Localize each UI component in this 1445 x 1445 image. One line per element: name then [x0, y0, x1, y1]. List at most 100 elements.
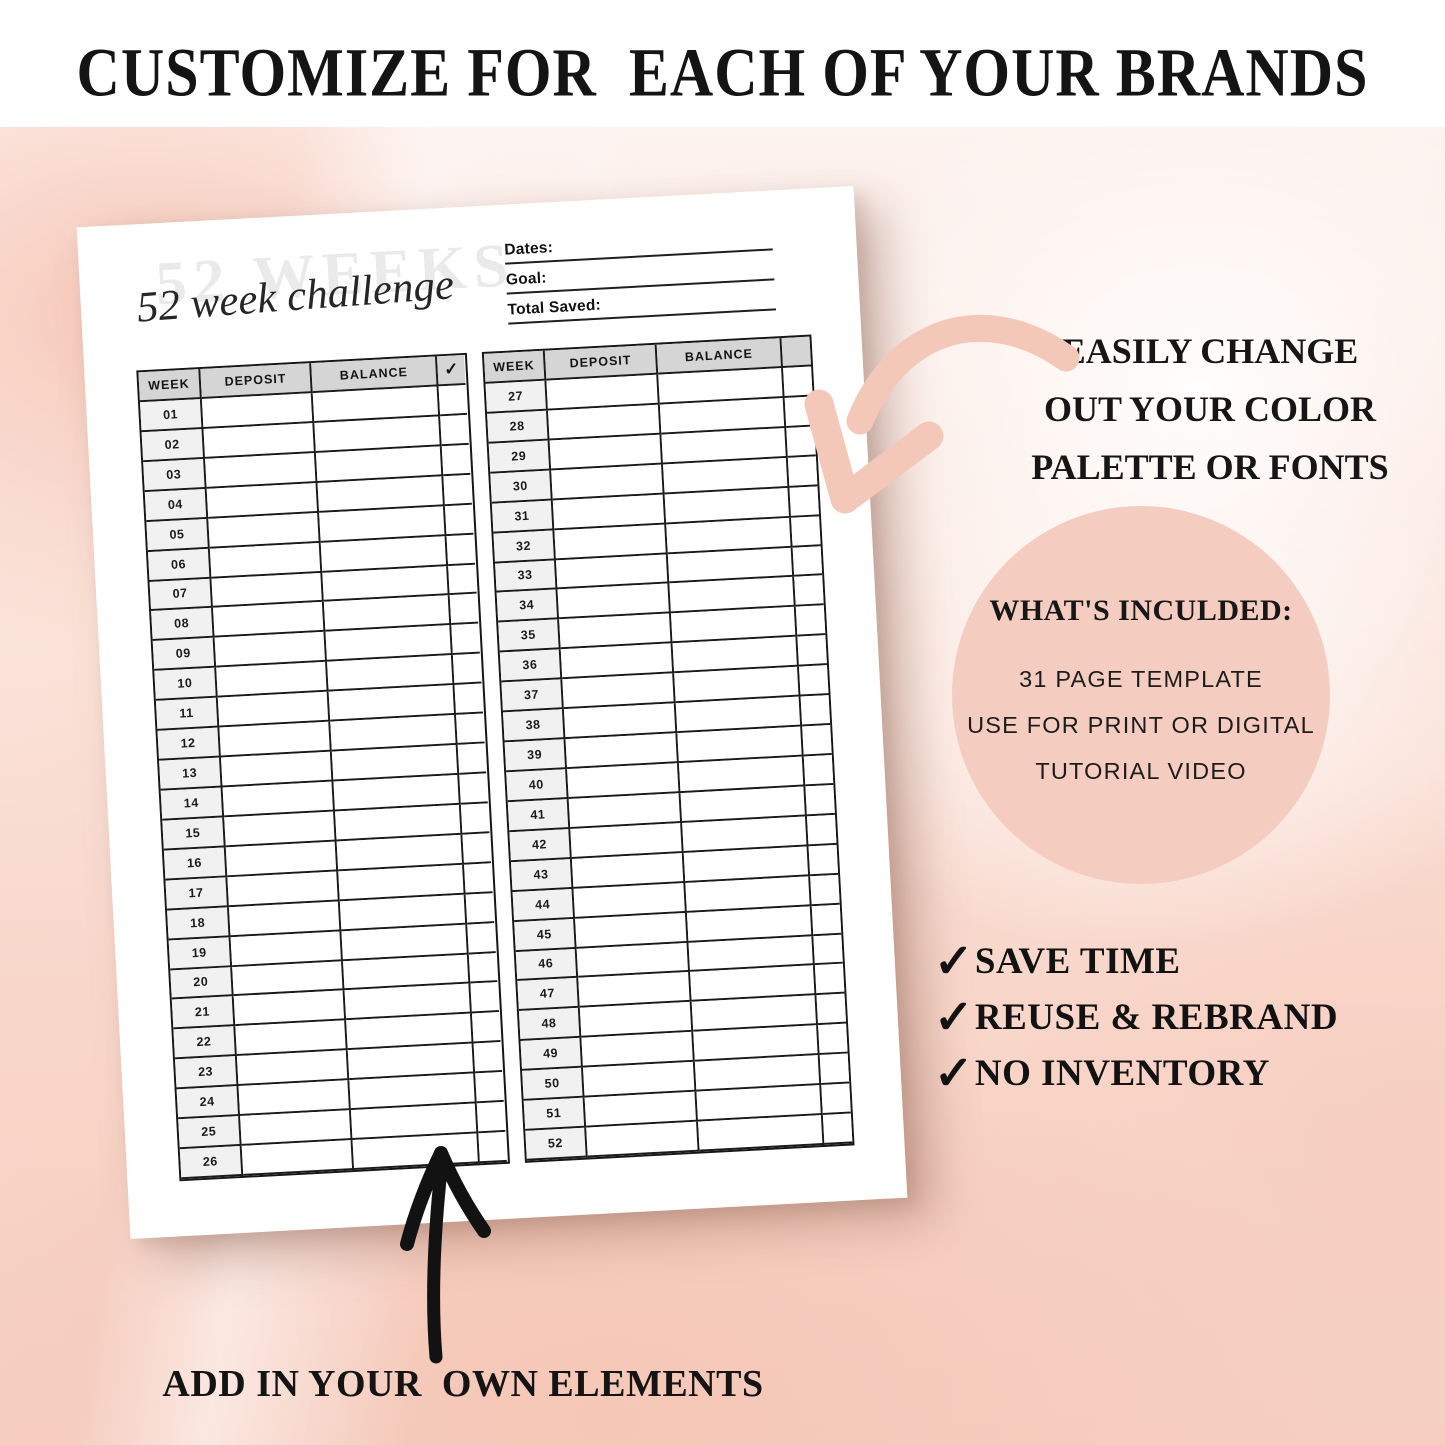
week-number-cell: 08 [151, 608, 215, 642]
fields-block: Dates: Goal: Total Saved: [503, 226, 777, 330]
blank-cell [804, 754, 834, 787]
week-number-cell: 32 [492, 530, 557, 564]
savings-table-left: WEEK DEPOSIT BALANCE ✓ 01 02 03 04 05 06 07 08 09 10 1… [136, 352, 510, 1182]
blank-cell [452, 653, 482, 686]
blank-cell [462, 833, 492, 865]
benefit-label: SAVE TIME [974, 941, 1181, 982]
blank-cell [816, 994, 847, 1026]
benefit-item: ✓ NO INVENTORY [934, 1047, 1338, 1100]
included-item: TUTORIAL VIDEO [1035, 758, 1247, 784]
week-number-cell: 12 [157, 727, 221, 761]
blank-cell [443, 474, 473, 506]
blank-cell [473, 1042, 503, 1074]
week-number-cell: 30 [489, 470, 553, 504]
week-number-cell: 29 [488, 440, 552, 474]
week-number-cell: 41 [507, 798, 571, 833]
blank-cell [457, 743, 487, 775]
blank-cell [439, 414, 470, 447]
week-number-cell: 17 [165, 877, 229, 911]
checkmark-icon: ✓ [934, 991, 974, 1044]
blank-cell [441, 444, 471, 477]
blank-cell [455, 713, 486, 745]
week-number-cell: 31 [491, 500, 555, 534]
week-number-cell: 24 [176, 1086, 240, 1120]
week-number-cell: 34 [496, 589, 560, 623]
week-number-cell: 43 [510, 858, 574, 892]
blank-cell [784, 396, 815, 428]
savings-tables: WEEK DEPOSIT BALANCE ✓ 01 02 03 04 05 06 07 08 09 10 1… [136, 334, 855, 1182]
blank-cell [468, 952, 498, 985]
header-checkmark-icon: ✓ [436, 354, 467, 387]
blank-cell [818, 1023, 848, 1056]
blank-cell [470, 982, 500, 1014]
blank-cell [807, 814, 837, 847]
week-number-cell: 27 [485, 380, 549, 414]
week-number-cell: 42 [508, 828, 573, 862]
whats-included-heading: WHAT'S INCULDED: [989, 594, 1293, 627]
checkmark-icon: ✓ [934, 935, 974, 988]
week-number-cell: 18 [167, 906, 231, 941]
blank-cell [810, 874, 840, 906]
blank-cell [438, 384, 468, 417]
week-number-cell: 13 [159, 757, 223, 791]
header-week: WEEK [483, 350, 547, 384]
blank-cell [791, 515, 821, 548]
benefit-item: ✓ REUSE & REBRAND [934, 991, 1339, 1044]
week-number-cell: 25 [178, 1116, 242, 1150]
blank-cell [459, 773, 489, 805]
week-number-cell: 14 [160, 787, 224, 821]
headline: CUSTOMIZE FOR EACH OF YOUR BRANDS [76, 35, 1369, 111]
benefit-label: REUSE & REBRAND [974, 997, 1339, 1038]
week-number-cell: 35 [497, 619, 561, 653]
week-number-cell: 28 [486, 410, 550, 444]
week-number-cell: 07 [149, 578, 213, 612]
header-check-empty [781, 336, 812, 369]
blank-cell [697, 1115, 825, 1152]
benefit-label: NO INVENTORY [974, 1053, 1270, 1094]
blank-cell [796, 605, 826, 637]
week-number-cell: 36 [499, 649, 563, 683]
blank-cell [819, 1053, 850, 1086]
blank-cell [352, 1133, 480, 1170]
whats-included-list: 31 PAGE TEMPLATE USE FOR PRINT OR DIGITAL… [967, 656, 1315, 794]
blank-cell [463, 863, 494, 895]
week-number-cell: 37 [500, 679, 565, 713]
blank-cell [444, 504, 474, 536]
week-number-cell: 03 [143, 458, 207, 492]
blank-cell [800, 695, 831, 727]
blank-cell [799, 665, 829, 697]
blank-cell [466, 922, 497, 955]
week-number-cell: 22 [173, 1026, 237, 1060]
week-number-cell: 47 [516, 978, 581, 1012]
week-number-cell: 38 [502, 709, 566, 743]
blank-cell [460, 803, 490, 835]
blank-cell [805, 784, 835, 817]
week-number-cell: 06 [147, 548, 212, 582]
week-number-cell: 33 [494, 559, 558, 594]
blank-cell [821, 1083, 851, 1116]
week-number-cell: 44 [512, 888, 576, 922]
blank-cell [783, 366, 813, 398]
week-number-cell: 01 [139, 399, 204, 433]
blank-cell [815, 964, 845, 996]
blank-cell [478, 1131, 508, 1164]
week-number-cell: 16 [163, 847, 228, 881]
week-number-cell: 51 [523, 1097, 587, 1131]
week-number-cell: 50 [521, 1067, 585, 1102]
blank-cell [802, 725, 832, 757]
blank-cell [471, 1012, 502, 1044]
blank-cell [476, 1102, 506, 1134]
week-number-cell: 26 [179, 1146, 244, 1180]
template-page: 52 WEEKS 52 week challenge Dates: Goal: … [76, 186, 908, 1239]
blank-cell [586, 1121, 700, 1158]
week-number-cell: 02 [141, 428, 205, 463]
whats-included-circle: WHAT'S INCULDED: 31 PAGE TEMPLATE USE FOR… [952, 506, 1330, 884]
blank-cell [451, 623, 481, 656]
blank-cell [794, 575, 824, 608]
week-number-cell: 49 [520, 1037, 584, 1072]
blank-cell [823, 1113, 853, 1145]
week-number-cell: 10 [154, 667, 218, 702]
blank-cell [789, 486, 819, 518]
checkmark-icon: ✓ [934, 1047, 974, 1100]
